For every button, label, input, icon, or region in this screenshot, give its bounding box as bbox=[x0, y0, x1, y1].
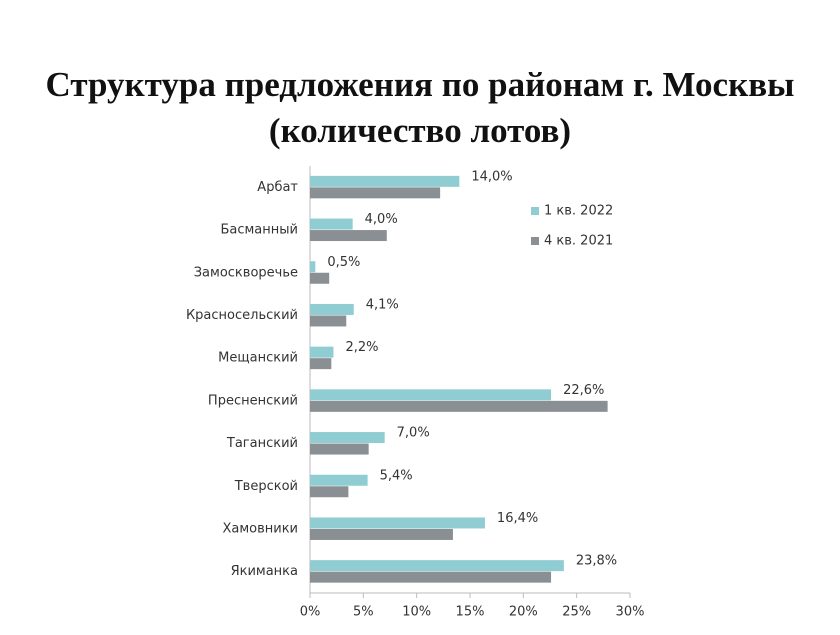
bar bbox=[310, 218, 353, 230]
value-label: 14,0% bbox=[471, 169, 512, 184]
x-tick-label: 5% bbox=[353, 605, 374, 620]
bar bbox=[310, 486, 349, 498]
y-tick-label: Басманный bbox=[220, 223, 298, 238]
y-tick-label: Тверской bbox=[234, 479, 298, 494]
bar bbox=[310, 400, 608, 412]
x-tick-label: 25% bbox=[562, 605, 591, 620]
bar bbox=[310, 432, 385, 444]
chart-title: Структура предложения по районам г. Моск… bbox=[46, 65, 795, 104]
y-tick-label: Хамовники bbox=[222, 521, 298, 536]
x-tick-label: 20% bbox=[509, 605, 538, 620]
y-tick-label: Таганский bbox=[226, 436, 298, 451]
value-label: 7,0% bbox=[397, 426, 430, 441]
y-tick-label: Якиманка bbox=[231, 564, 298, 579]
bar bbox=[310, 358, 332, 370]
legend-swatch bbox=[531, 237, 539, 245]
value-label: 23,8% bbox=[576, 554, 617, 569]
value-label: 5,4% bbox=[380, 468, 413, 483]
bar bbox=[310, 443, 369, 455]
legend-label: 4 кв. 2021 bbox=[544, 234, 613, 249]
value-label: 22,6% bbox=[563, 383, 604, 398]
value-label: 0,5% bbox=[327, 255, 360, 270]
legend-swatch bbox=[531, 207, 539, 215]
bar bbox=[310, 272, 330, 284]
bar bbox=[310, 303, 354, 315]
value-label: 2,2% bbox=[345, 340, 378, 355]
bar bbox=[310, 346, 334, 358]
legend-label: 1 кв. 2022 bbox=[544, 204, 613, 219]
bar bbox=[310, 187, 441, 199]
bar bbox=[310, 474, 368, 486]
value-label: 16,4% bbox=[497, 511, 538, 526]
bar bbox=[310, 175, 460, 187]
value-label: 4,1% bbox=[366, 297, 399, 312]
x-tick-label: 30% bbox=[616, 605, 645, 620]
bar bbox=[310, 571, 552, 583]
x-tick-label: 10% bbox=[402, 605, 431, 620]
x-tick-label: 0% bbox=[300, 605, 321, 620]
y-tick-label: Красносельский bbox=[186, 308, 298, 323]
y-tick-label: Пресненский bbox=[208, 393, 298, 408]
bar bbox=[310, 389, 552, 401]
y-tick-label: Мещанский bbox=[218, 351, 298, 366]
value-label: 4,0% bbox=[365, 212, 398, 227]
bar bbox=[310, 261, 316, 273]
y-tick-label: Арбат bbox=[257, 180, 298, 195]
bar bbox=[310, 315, 347, 327]
x-tick-label: 15% bbox=[456, 605, 485, 620]
bar bbox=[310, 528, 453, 540]
bar bbox=[310, 560, 564, 572]
y-tick-label: Замоскворечье bbox=[194, 265, 298, 280]
bar bbox=[310, 517, 485, 529]
chart-subtitle: (количество лотов) bbox=[269, 111, 571, 150]
bar bbox=[310, 230, 387, 242]
